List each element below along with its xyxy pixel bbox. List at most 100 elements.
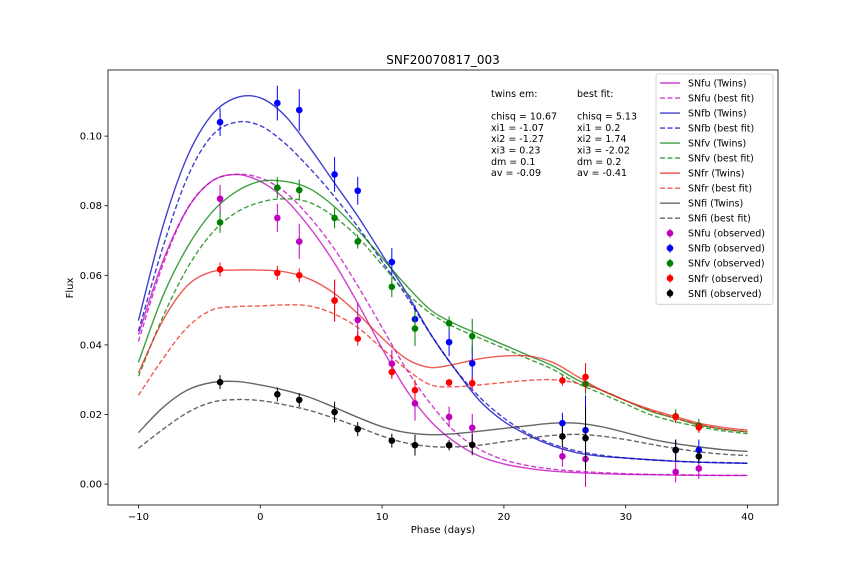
data-point xyxy=(559,452,566,460)
data-point xyxy=(468,424,476,432)
legend-item-snfb-best-fit: SNfb (best fit) xyxy=(660,124,754,135)
y-tick-label: 0.02 xyxy=(80,410,102,421)
x-tick-label: 10 xyxy=(376,512,389,523)
best-fit-annotation-line: chisq = 5.13 xyxy=(577,112,637,123)
x-tick-label: −10 xyxy=(128,512,149,523)
legend-box xyxy=(655,73,774,305)
series-line-snfr-best-fit xyxy=(137,304,748,433)
data-point xyxy=(445,320,453,327)
best-fit-annotation-line: best fit: xyxy=(577,89,613,100)
legend-item-snfb-twins: SNfb (Twins) xyxy=(660,109,747,120)
legend-item-snfr-twins: SNfr (Twins) xyxy=(660,169,744,180)
data-point xyxy=(216,266,224,273)
legend-label: SNfb (best fit) xyxy=(688,124,754,135)
y-tick-label: 0.08 xyxy=(80,201,102,212)
legend-item-snfb-observed: SNfb (observed) xyxy=(666,243,765,255)
data-point xyxy=(354,335,362,342)
data-point xyxy=(695,424,703,431)
legend-item-snfr-observed: SNfr (observed) xyxy=(666,273,763,285)
x-tick-label: 0 xyxy=(257,512,263,523)
data-point xyxy=(331,408,338,416)
series-line-snfi-best-fit xyxy=(138,398,748,457)
data-point xyxy=(295,238,303,245)
best-fit-annotation-line: xi1 = 0.2 xyxy=(577,123,620,134)
data-point xyxy=(216,378,224,386)
data-point xyxy=(445,338,453,346)
legend-item-snfu-twins: SNfu (Twins) xyxy=(660,79,747,90)
data-point xyxy=(672,468,679,476)
series-line-snfb-best-fit xyxy=(137,120,748,464)
y-tick-label: 0.04 xyxy=(80,340,102,351)
data-point xyxy=(445,413,453,421)
data-point xyxy=(274,269,281,277)
data-point xyxy=(295,106,303,114)
data-point xyxy=(695,452,703,460)
best-fit-annotation-line: xi3 = -2.02 xyxy=(577,146,630,157)
data-point xyxy=(411,441,419,449)
legend-label: SNfi (Twins) xyxy=(688,199,743,210)
data-point xyxy=(388,258,396,266)
twins-annotation-line: av = -0.09 xyxy=(491,168,541,179)
data-point xyxy=(331,214,338,222)
data-point xyxy=(582,373,589,381)
legend-label: SNfr (Twins) xyxy=(688,169,744,180)
data-point xyxy=(295,272,303,279)
y-tick-label: 0.10 xyxy=(80,132,102,143)
twins-annotation-line: twins em: xyxy=(491,89,537,100)
legend-item-snfv-twins: SNfv (Twins) xyxy=(660,139,746,150)
data-point xyxy=(388,360,396,368)
data-point xyxy=(354,425,362,433)
twins-annotation-line: xi3 = 0.23 xyxy=(491,146,540,157)
legend-label: SNfi (observed) xyxy=(688,289,762,300)
legend-item-snfi-twins: SNfi (Twins) xyxy=(660,199,743,210)
data-point xyxy=(445,379,453,386)
data-point xyxy=(582,434,589,442)
x-tick-label: 30 xyxy=(619,512,632,523)
legend-label: SNfb (Twins) xyxy=(688,109,747,120)
legend-item-snfi-best-fit: SNfi (best fit) xyxy=(660,214,751,225)
data-point xyxy=(216,118,224,126)
data-point xyxy=(468,441,476,449)
legend-item-snfr-best-fit: SNfr (best fit) xyxy=(660,184,752,195)
axes: −10 0 10 20 30 40 0.00 0.02 0.04 0.06 0.08 0.10 xyxy=(80,69,779,523)
data-point xyxy=(445,441,453,449)
legend: SNfu (Twins) SNfu (best fit) SNfb (Twins) S… xyxy=(655,73,774,305)
legend-label: SNfb (observed) xyxy=(688,244,765,255)
data-point xyxy=(354,187,362,195)
data-point xyxy=(274,184,281,191)
data-point xyxy=(331,171,338,178)
y-tick-label: 0.00 xyxy=(80,480,102,491)
series-line-snfi-twins xyxy=(137,380,748,453)
legend-label: SNfu (best fit) xyxy=(688,94,754,105)
data-point xyxy=(468,379,476,387)
data-point xyxy=(388,437,396,444)
best-fit-annotation-line: av = -0.41 xyxy=(577,168,627,179)
series-line-snfr-twins xyxy=(137,269,748,431)
observed-series-snfr-observed xyxy=(216,262,703,433)
legend-item-snfi-observed: SNfi (observed) xyxy=(666,288,762,300)
legend-item-snfv-best-fit: SNfv (best fit) xyxy=(660,154,754,165)
data-point xyxy=(559,433,566,440)
y-tick-label: 0.06 xyxy=(80,271,102,282)
best-fit-annotation-line: dm = 0.2 xyxy=(577,157,621,168)
plot-area xyxy=(137,85,748,487)
x-axis-label: Phase (days) xyxy=(411,525,476,536)
legend-marker xyxy=(666,259,674,267)
legend-marker xyxy=(666,289,674,297)
legend-item-snfv-observed: SNfv (observed) xyxy=(666,258,765,270)
legend-label: SNfv (observed) xyxy=(688,259,765,270)
y-axis-label: Flux xyxy=(65,278,76,299)
data-point xyxy=(295,186,303,194)
data-point xyxy=(354,238,362,245)
data-point xyxy=(559,377,566,384)
axes-frame xyxy=(107,69,779,506)
twins-annotation-line: chisq = 10.67 xyxy=(491,112,557,123)
legend-label: SNfu (Twins) xyxy=(688,79,747,90)
data-point xyxy=(274,214,281,222)
twins-annotation-line: dm = 0.1 xyxy=(491,157,535,168)
data-point xyxy=(672,446,679,454)
data-point xyxy=(295,396,303,404)
data-point xyxy=(695,465,703,472)
best-fit-annotation-line: xi2 = 1.74 xyxy=(577,134,626,145)
